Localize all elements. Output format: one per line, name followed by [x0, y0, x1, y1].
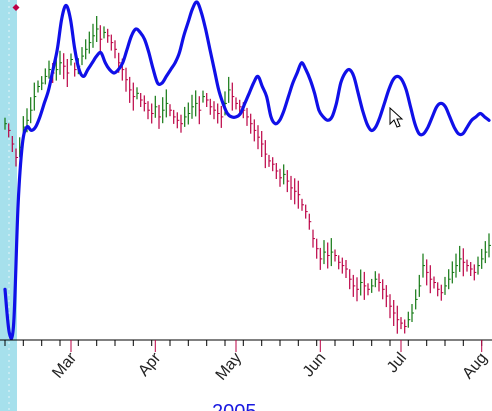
x-ticks [4, 340, 483, 352]
diamond-marker-icon [12, 4, 20, 11]
oscillator-line [3, 0, 491, 340]
month-label: Jun [300, 350, 330, 381]
year-label: 2005 [212, 401, 257, 411]
month-labels: Mar Apr May Jun Jul Aug [49, 349, 490, 384]
month-label: May [213, 350, 245, 384]
month-label: Aug [459, 350, 490, 383]
left-band [0, 0, 17, 411]
month-label: Jul [384, 350, 410, 377]
price-bars [4, 16, 491, 334]
mouse-cursor-icon [389, 106, 404, 128]
month-label: Apr [135, 349, 164, 380]
month-label: Mar [49, 349, 80, 382]
